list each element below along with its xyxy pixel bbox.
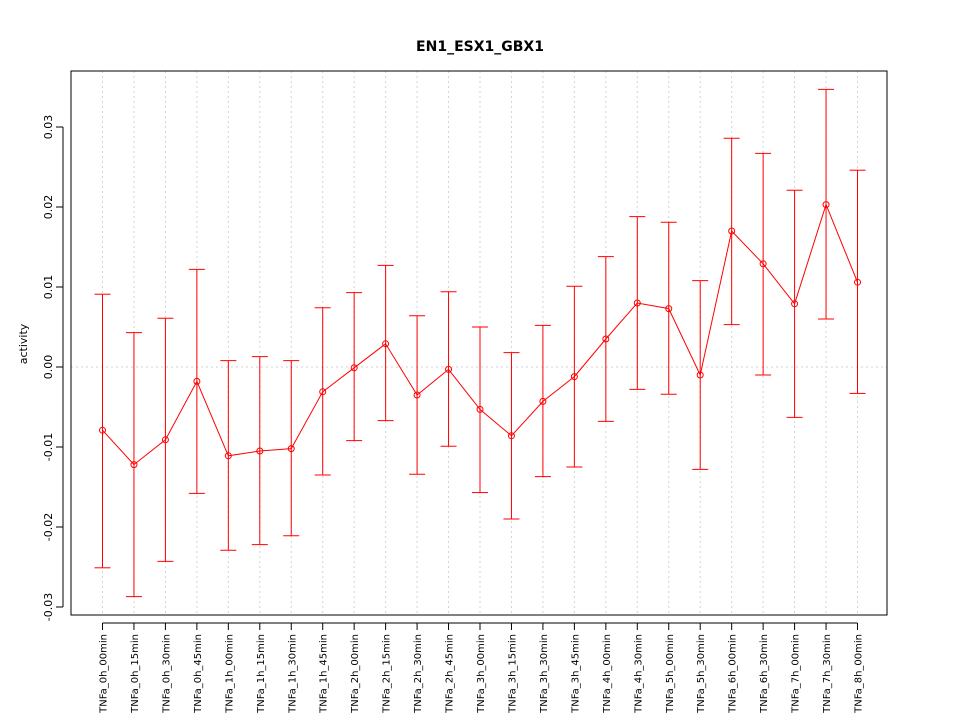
y-tick-label: 0.00 <box>42 355 55 380</box>
data-point <box>445 365 453 373</box>
x-tick-label: TNFa_3h_00min <box>476 634 487 714</box>
y-tick-label: 0.03 <box>42 115 55 140</box>
y-tick-label: 0.01 <box>42 275 55 300</box>
data-point <box>287 445 295 453</box>
data-point <box>759 260 767 268</box>
chart-title: EN1_ESX1_GBX1 <box>416 39 544 55</box>
data-point <box>350 364 358 372</box>
x-tick-label: TNFa_2h_00min <box>350 634 361 714</box>
x-tick-label: TNFa_3h_30min <box>539 634 550 714</box>
grid-layer <box>71 71 887 615</box>
data-point <box>476 405 484 413</box>
x-tick-label: TNFa_0h_00min <box>99 634 110 714</box>
data-point <box>319 388 327 396</box>
x-tick-label: TNFa_5h_30min <box>696 634 707 714</box>
x-tick-label: TNFa_0h_30min <box>161 634 172 714</box>
x-tick-label: TNFa_1h_00min <box>224 634 235 714</box>
data-point <box>854 278 861 286</box>
x-tick-label: TNFa_3h_15min <box>507 634 518 714</box>
x-axis: TNFa_0h_00min TNFa_0h_15min TNFa_0h_30min T… <box>99 622 865 714</box>
x-tick-label: TNFa_1h_15min <box>256 634 267 714</box>
x-tick-label: TNFa_8h_00min <box>854 634 865 714</box>
x-tick-label: TNFa_0h_45min <box>193 634 204 714</box>
x-tick-label: TNFa_4h_30min <box>633 634 644 714</box>
data-point <box>633 299 641 307</box>
data-point <box>99 426 106 434</box>
data-point <box>728 227 736 235</box>
x-tick-label: TNFa_0h_15min <box>130 634 141 714</box>
data-point <box>382 340 390 348</box>
data-point <box>791 300 799 308</box>
y-tick-label: -0.03 <box>42 593 55 621</box>
data-point <box>413 391 421 399</box>
x-tick-label: TNFa_2h_30min <box>413 634 424 714</box>
data-point <box>130 461 138 469</box>
x-tick-label: TNFa_4h_00min <box>602 634 613 714</box>
data-point <box>602 335 610 343</box>
x-tick-label: TNFa_3h_45min <box>570 634 581 714</box>
x-tick-label: TNFa_6h_00min <box>728 634 739 714</box>
data-point <box>570 373 578 381</box>
y-tick-label: -0.01 <box>42 433 55 461</box>
data-point <box>224 452 232 460</box>
x-tick-label: TNFa_1h_45min <box>319 634 330 714</box>
x-tick-label: TNFa_6h_30min <box>759 634 770 714</box>
data-point <box>696 371 704 379</box>
data-point <box>161 436 169 444</box>
data-layer <box>94 88 866 598</box>
y-axis: -0.03 -0.02 -0.01 0.00 0.01 0.02 0.03 <box>42 115 64 621</box>
y-tick-label: 0.02 <box>42 195 55 220</box>
data-point <box>665 305 673 313</box>
y-axis-label: activity <box>17 323 30 364</box>
x-tick-label: TNFa_5h_00min <box>665 634 676 714</box>
data-point <box>193 377 201 385</box>
x-tick-label: TNFa_7h_30min <box>822 634 833 714</box>
plot-frame <box>70 70 888 616</box>
y-tick-label: -0.02 <box>42 513 55 541</box>
x-tick-label: TNFa_7h_00min <box>791 634 802 714</box>
x-tick-label: TNFa_2h_45min <box>445 634 456 714</box>
data-point <box>507 432 515 440</box>
x-tick-label: TNFa_1h_30min <box>287 634 298 714</box>
x-tick-label: TNFa_2h_15min <box>382 634 393 714</box>
series-line <box>102 203 858 466</box>
data-point <box>822 201 830 209</box>
data-point <box>256 447 264 455</box>
data-point <box>539 397 547 405</box>
